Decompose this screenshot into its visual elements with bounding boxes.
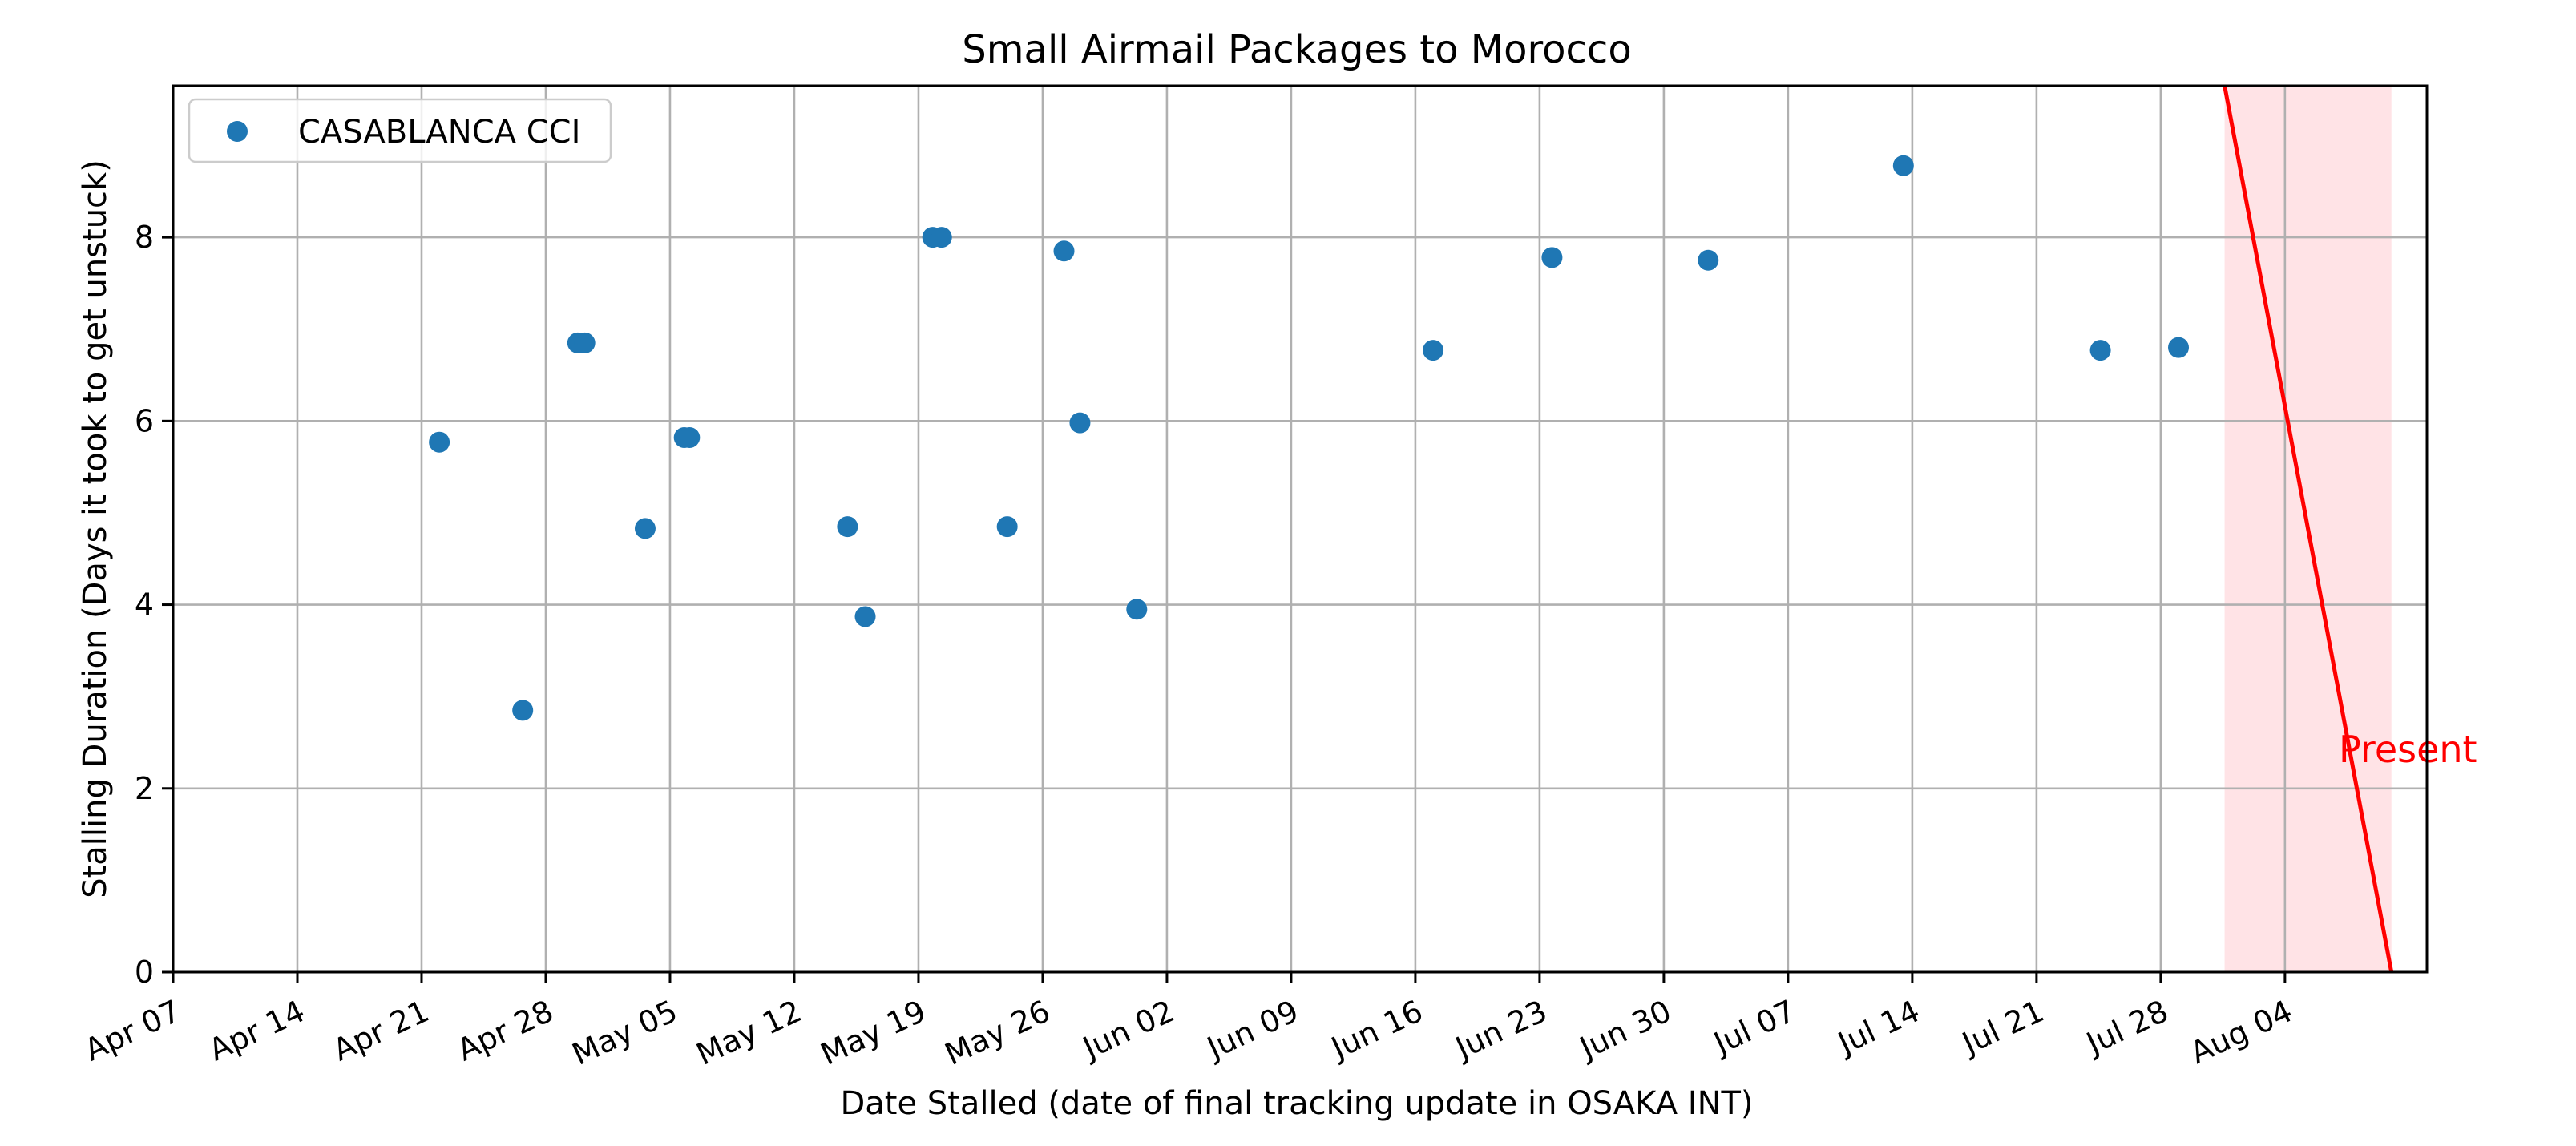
legend-marker	[227, 121, 248, 142]
present-line	[2223, 85, 2394, 973]
y-tick-label: 8	[135, 220, 154, 255]
legend: CASABLANCA CCI	[188, 98, 612, 163]
y-tick-label: 0	[135, 954, 154, 990]
data-point	[996, 516, 1018, 538]
legend-box	[188, 98, 612, 163]
y-tick-label: 4	[135, 587, 154, 623]
data-point	[1053, 240, 1075, 262]
y-axis-label: Stalling Duration (Days it took to get u…	[77, 159, 114, 898]
data-point	[512, 700, 534, 721]
data-point	[837, 516, 858, 538]
data-point	[679, 426, 701, 448]
data-point	[1126, 599, 1148, 620]
data-point	[1069, 412, 1091, 434]
x-axis-label: Date Stalled (date of final tracking upd…	[840, 1085, 1753, 1122]
present-layer: Present	[2223, 85, 2477, 973]
data-point	[574, 332, 596, 353]
present-label: Present	[2339, 728, 2477, 771]
y-tick-label: 6	[135, 403, 154, 438]
data-point	[854, 606, 876, 627]
data-point	[1892, 155, 1914, 176]
data-point	[1698, 249, 1719, 271]
legend-label: CASABLANCA CCI	[298, 114, 580, 151]
data-point	[2168, 337, 2190, 358]
data-point	[2089, 340, 2111, 361]
data-point	[931, 227, 952, 248]
chart-title: Small Airmail Packages to Morocco	[962, 27, 1631, 72]
data-point	[429, 431, 450, 453]
data-point	[634, 518, 656, 539]
data-point	[1541, 247, 1563, 268]
data-point	[1423, 340, 1444, 361]
plot-frame	[172, 84, 2429, 974]
y-tick-label: 2	[135, 771, 154, 806]
points-layer	[429, 155, 2190, 721]
